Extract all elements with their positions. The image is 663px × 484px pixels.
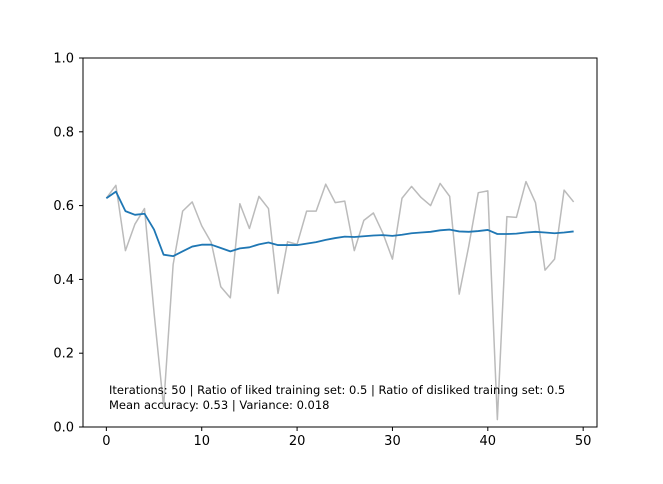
x-tick-label: 50	[575, 434, 592, 449]
y-tick-label: 0.6	[53, 199, 74, 214]
y-tick-label: 0.2	[53, 347, 74, 362]
x-tick-label: 30	[384, 434, 401, 449]
x-tick-label: 10	[193, 434, 210, 449]
series-line-2	[105, 190, 574, 258]
y-axis: 0.0 0.2 0.4 0.6 0.8 1.0	[53, 52, 83, 436]
plot-frame	[82, 57, 598, 428]
x-tick-label: 20	[289, 434, 306, 449]
y-tick-label: 0.4	[53, 273, 74, 288]
annotation-line-1: Iterations: 50 | Ratio of liked training…	[109, 383, 565, 397]
x-axis: 0 10 20 30 40 50	[102, 427, 591, 449]
y-tick-label: 0.0	[53, 421, 74, 436]
y-tick-label: 0.8	[53, 125, 74, 140]
y-tick-label: 1.0	[53, 52, 74, 67]
x-tick-label: 0	[102, 434, 110, 449]
series-layer	[105, 180, 575, 421]
series-line-1	[105, 180, 575, 421]
annotation-line-2: Mean accuracy: 0.53 | Variance: 0.018	[109, 398, 330, 412]
x-tick-label: 40	[480, 434, 497, 449]
